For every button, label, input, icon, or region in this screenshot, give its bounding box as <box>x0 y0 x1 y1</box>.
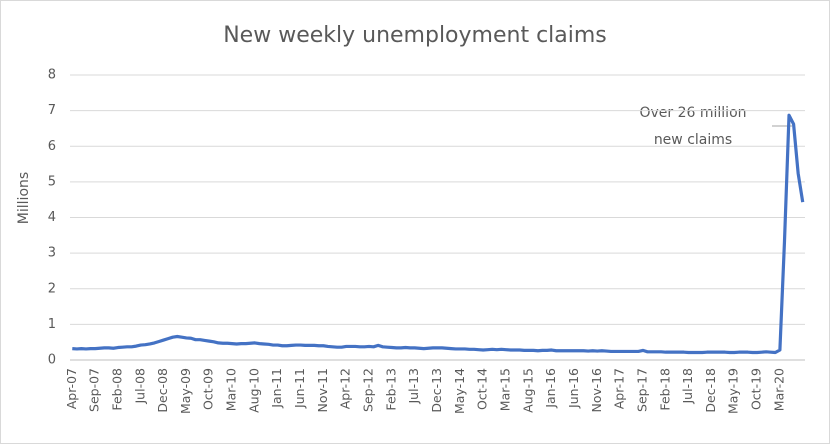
x-tick-label: Sep-17 <box>634 368 649 412</box>
x-tick-label: Mar-15 <box>497 368 512 411</box>
annotation: new claims <box>654 132 732 148</box>
x-tick-label: Jun-11 <box>292 368 307 409</box>
x-tick-label: Aug-15 <box>520 368 535 413</box>
x-tick-label: Sep-07 <box>87 368 102 412</box>
x-tick-label: Jul-08 <box>132 368 147 405</box>
x-tick-label: Jan-16 <box>543 368 558 409</box>
x-tick-label: Jul-18 <box>680 368 695 405</box>
x-tick-label: Apr-12 <box>338 368 353 409</box>
chart-title: New weekly unemployment claims <box>223 23 607 48</box>
x-tick-label: Oct-19 <box>749 368 764 410</box>
y-tick-label: 2 <box>48 281 56 296</box>
y-tick-label: 3 <box>48 246 56 261</box>
x-tick-label: Oct-14 <box>475 368 490 410</box>
y-tick-label: 0 <box>48 353 56 368</box>
y-tick-label: 5 <box>48 174 56 189</box>
y-tick-label: 4 <box>48 210 56 225</box>
x-tick-label: May-14 <box>452 368 467 414</box>
y-tick-label: 6 <box>48 139 56 154</box>
x-tick-label: Feb-08 <box>109 368 124 411</box>
x-tick-label: Nov-11 <box>315 368 330 412</box>
x-tick-label: Apr-07 <box>64 368 79 409</box>
x-tick-label: Jun-16 <box>566 368 581 409</box>
x-tick-label: May-09 <box>178 368 193 414</box>
x-tick-label: Mar-20 <box>771 368 786 411</box>
x-tick-label: Dec-08 <box>155 368 170 413</box>
y-tick-label: 7 <box>48 103 56 118</box>
x-tick-label: Dec-13 <box>429 368 444 413</box>
x-tick-label: Jul-13 <box>406 368 421 405</box>
annotation: Over 26 million <box>639 105 746 121</box>
x-tick-label: Dec-18 <box>703 368 718 413</box>
x-tick-label: Apr-17 <box>612 368 627 409</box>
y-tick-label: 8 <box>48 68 56 83</box>
x-tick-label: Jan-11 <box>269 368 284 409</box>
y-tick-label: 1 <box>48 317 56 332</box>
x-tick-label: Aug-10 <box>246 368 261 413</box>
x-tick-label: Oct-09 <box>201 368 216 410</box>
y-axis-label: Millions <box>16 172 32 224</box>
line-series <box>72 113 805 355</box>
x-tick-label: May-19 <box>726 368 741 414</box>
x-tick-label: Nov-16 <box>589 368 604 413</box>
x-tick-label: Feb-18 <box>657 368 672 411</box>
x-tick-label: Sep-12 <box>361 368 376 412</box>
x-tick-label: Mar-10 <box>224 368 239 411</box>
x-tick-label: Feb-13 <box>383 368 398 411</box>
